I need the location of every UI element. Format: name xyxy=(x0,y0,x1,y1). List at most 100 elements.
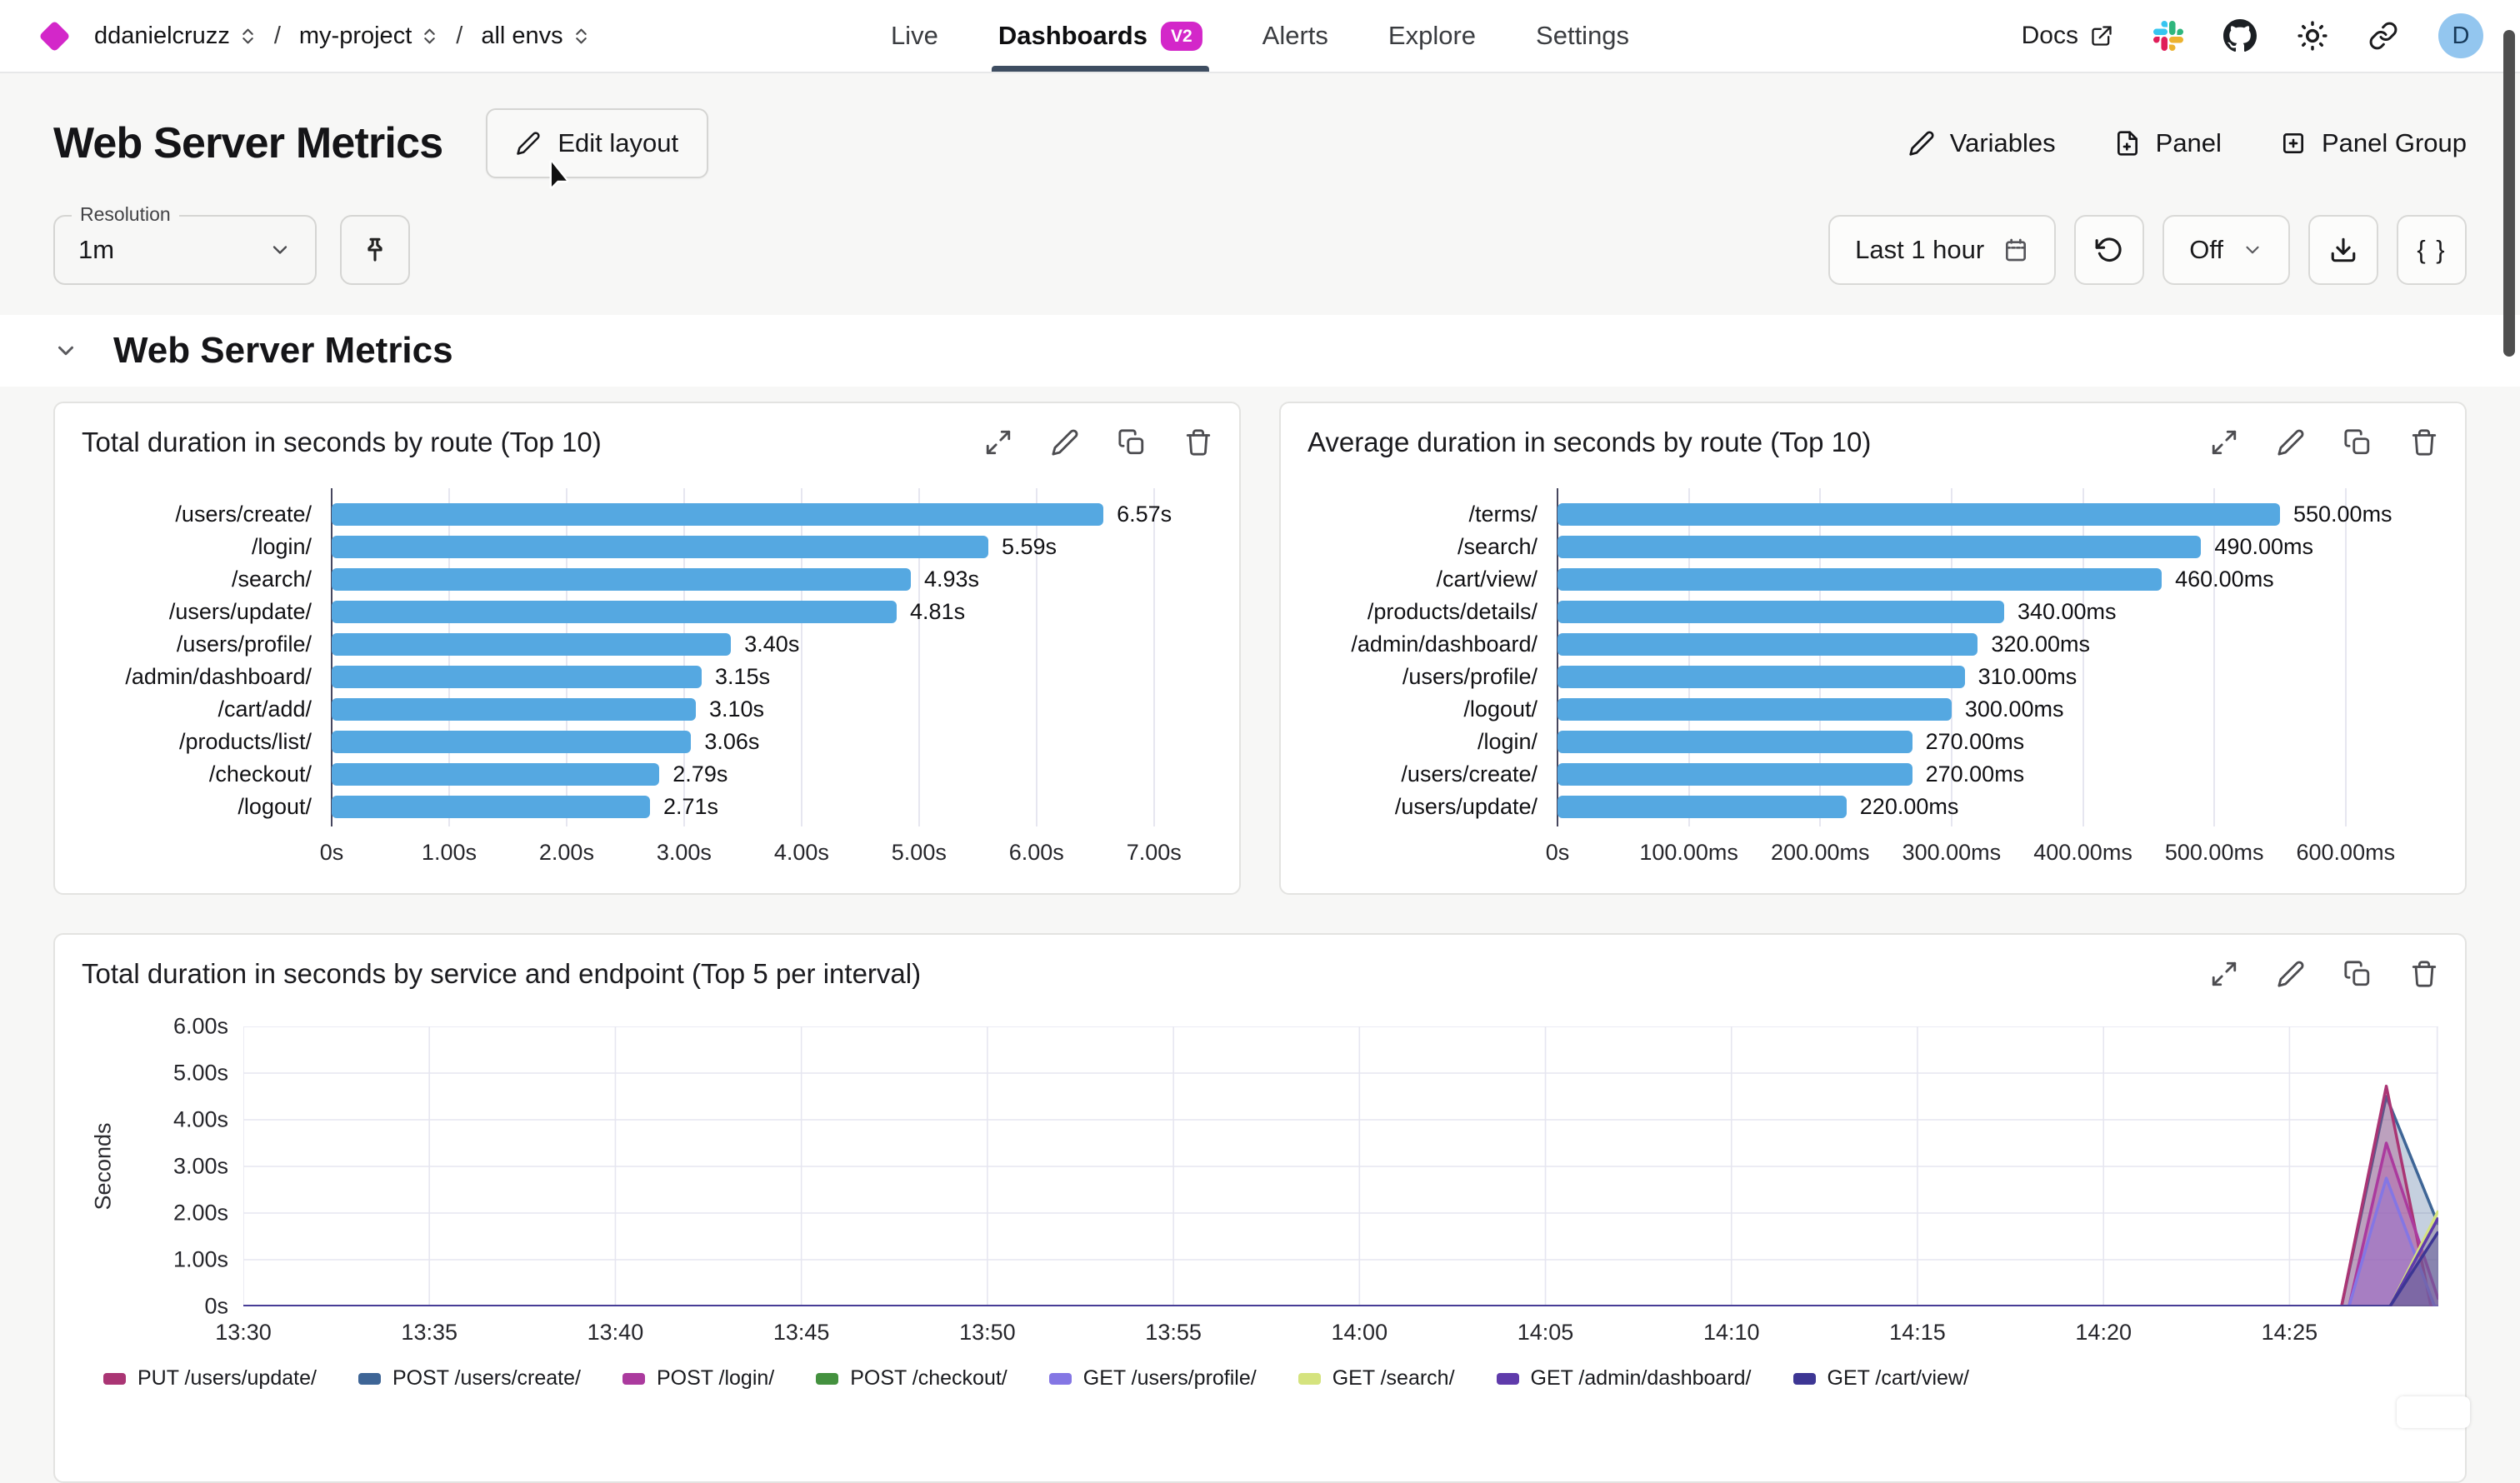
theme-sun-icon[interactable] xyxy=(2297,20,2328,52)
legend-item[interactable]: POST /checkout/ xyxy=(816,1366,1008,1391)
legend-item[interactable]: GET /admin/dashboard/ xyxy=(1496,1366,1752,1391)
bar[interactable] xyxy=(1558,503,2280,526)
edit-icon[interactable] xyxy=(1051,428,1079,457)
resolution-select[interactable]: Resolution 1m xyxy=(53,203,317,285)
panel-group-header: Web Server Metrics xyxy=(0,315,2520,387)
category-label: /logout/ xyxy=(238,794,312,819)
bar-value-label: 460.00ms xyxy=(2175,567,2274,592)
plot-area[interactable] xyxy=(243,1026,2438,1306)
variables-button[interactable]: Variables xyxy=(1908,128,2056,158)
tab-live[interactable]: Live xyxy=(890,21,938,50)
env-switcher[interactable]: all envs xyxy=(481,22,588,50)
vertical-scrollbar-thumb[interactable] xyxy=(2503,30,2515,357)
bar[interactable] xyxy=(1558,763,1912,786)
bar[interactable] xyxy=(1558,698,1952,721)
org-switcher[interactable]: ddanielcruzz xyxy=(94,22,256,50)
project-switcher[interactable]: my-project xyxy=(299,22,438,50)
legend-item[interactable]: POST /users/create/ xyxy=(358,1366,581,1391)
timeseries-plot[interactable] xyxy=(243,1026,2438,1306)
delete-icon[interactable] xyxy=(2410,428,2438,457)
grid-line xyxy=(1819,488,1822,826)
bar[interactable] xyxy=(332,601,898,623)
bar[interactable] xyxy=(1558,731,1912,753)
bar[interactable] xyxy=(332,796,650,818)
legend-item[interactable]: GET /users/profile/ xyxy=(1048,1366,1257,1391)
legend-item[interactable]: POST /login/ xyxy=(622,1366,774,1391)
bar-chart-total-duration[interactable]: /users/create/6.57s/login/5.59s/search/4… xyxy=(82,488,1212,870)
x-tick-label: 13:45 xyxy=(772,1320,830,1345)
expand-icon[interactable] xyxy=(2210,960,2238,988)
bar[interactable] xyxy=(1558,666,1965,688)
bar-cell: 6.57s xyxy=(332,498,1209,531)
refresh-button[interactable] xyxy=(2074,215,2145,285)
bar-cell: 550.00ms xyxy=(1558,498,2435,531)
json-view-button[interactable]: { } xyxy=(2397,215,2467,285)
horizontal-scrollbar-thumb[interactable] xyxy=(2397,1396,2470,1428)
bar-chart-average-duration[interactable]: /terms/550.00ms/search/490.00ms/cart/vie… xyxy=(1308,488,2438,870)
duplicate-icon[interactable] xyxy=(1118,428,1146,457)
edit-icon[interactable] xyxy=(2277,960,2305,988)
series-area xyxy=(243,1217,2438,1306)
x-tick-label: 100.00ms xyxy=(1639,840,1738,865)
bar[interactable] xyxy=(332,503,1104,526)
bar[interactable] xyxy=(332,568,911,591)
refresh-icon xyxy=(2095,237,2122,262)
bar-value-label: 270.00ms xyxy=(1925,729,2025,754)
github-icon[interactable] xyxy=(2223,19,2257,52)
add-panel-group-button[interactable]: Panel Group xyxy=(2280,128,2467,158)
legend-swatch xyxy=(1496,1372,1519,1385)
bar-cell: 2.71s xyxy=(332,791,1209,823)
duplicate-icon[interactable] xyxy=(2343,428,2372,457)
edit-layout-button[interactable]: Edit layout xyxy=(486,108,709,178)
bar[interactable] xyxy=(1558,536,2202,558)
y-axis-title: Seconds xyxy=(90,1122,116,1211)
x-tick-label: 14:20 xyxy=(2075,1320,2132,1345)
expand-icon[interactable] xyxy=(2210,428,2238,457)
bar[interactable] xyxy=(332,633,732,656)
bar[interactable] xyxy=(1558,568,2162,591)
brand-diamond-logo[interactable] xyxy=(38,19,71,52)
bar[interactable] xyxy=(332,536,988,558)
expand-icon[interactable] xyxy=(984,428,1012,457)
pin-resolution-button[interactable] xyxy=(340,215,410,285)
auto-refresh-select[interactable]: Off xyxy=(2162,215,2290,285)
download-button[interactable] xyxy=(2308,215,2378,285)
tab-settings[interactable]: Settings xyxy=(1536,21,1630,50)
bar-cell: 270.00ms xyxy=(1558,758,2435,791)
external-link-icon xyxy=(2092,26,2112,46)
time-range-picker[interactable]: Last 1 hour xyxy=(1828,215,2057,285)
edit-icon[interactable] xyxy=(2277,428,2305,457)
legend-item[interactable]: GET /cart/view/ xyxy=(1792,1366,1969,1391)
slack-icon[interactable] xyxy=(2153,21,2183,51)
pencil-icon xyxy=(1909,131,1934,156)
copy-link-icon[interactable] xyxy=(2368,21,2398,51)
bar[interactable] xyxy=(1558,633,1978,656)
bar-cell: 3.40s xyxy=(332,628,1209,661)
collapse-section-button[interactable] xyxy=(53,338,78,363)
legend-item[interactable]: PUT /users/update/ xyxy=(103,1366,317,1391)
bar[interactable] xyxy=(332,698,696,721)
tab-explore[interactable]: Explore xyxy=(1388,21,1477,50)
y-tick-label: 3.00s xyxy=(172,1153,228,1179)
duplicate-icon[interactable] xyxy=(2343,960,2372,988)
bar-value-label: 220.00ms xyxy=(1859,794,1959,819)
grid-line xyxy=(1152,488,1155,826)
bar[interactable] xyxy=(1558,796,1847,818)
bar[interactable] xyxy=(332,666,702,688)
bar[interactable] xyxy=(332,731,692,753)
legend-item[interactable]: GET /search/ xyxy=(1298,1366,1455,1391)
docs-link[interactable]: Docs xyxy=(2022,22,2113,50)
grid-line xyxy=(2082,488,2084,826)
bar[interactable] xyxy=(332,763,660,786)
delete-icon[interactable] xyxy=(2410,960,2438,988)
chart-legend: PUT /users/update/POST /users/create/POS… xyxy=(103,1366,2438,1391)
tab-dashboards[interactable]: Dashboards V2 xyxy=(991,0,1209,72)
panel-duration-by-service-endpoint: Total duration in seconds by service and… xyxy=(53,933,2467,1483)
series-line xyxy=(243,1231,2438,1306)
tab-alerts[interactable]: Alerts xyxy=(1262,21,1328,50)
user-avatar[interactable]: D xyxy=(2438,13,2483,58)
bar[interactable] xyxy=(1558,601,2004,623)
delete-icon[interactable] xyxy=(1184,428,1212,457)
add-panel-button[interactable]: Panel xyxy=(2114,128,2222,158)
bar-cell: 340.00ms xyxy=(1558,596,2435,628)
